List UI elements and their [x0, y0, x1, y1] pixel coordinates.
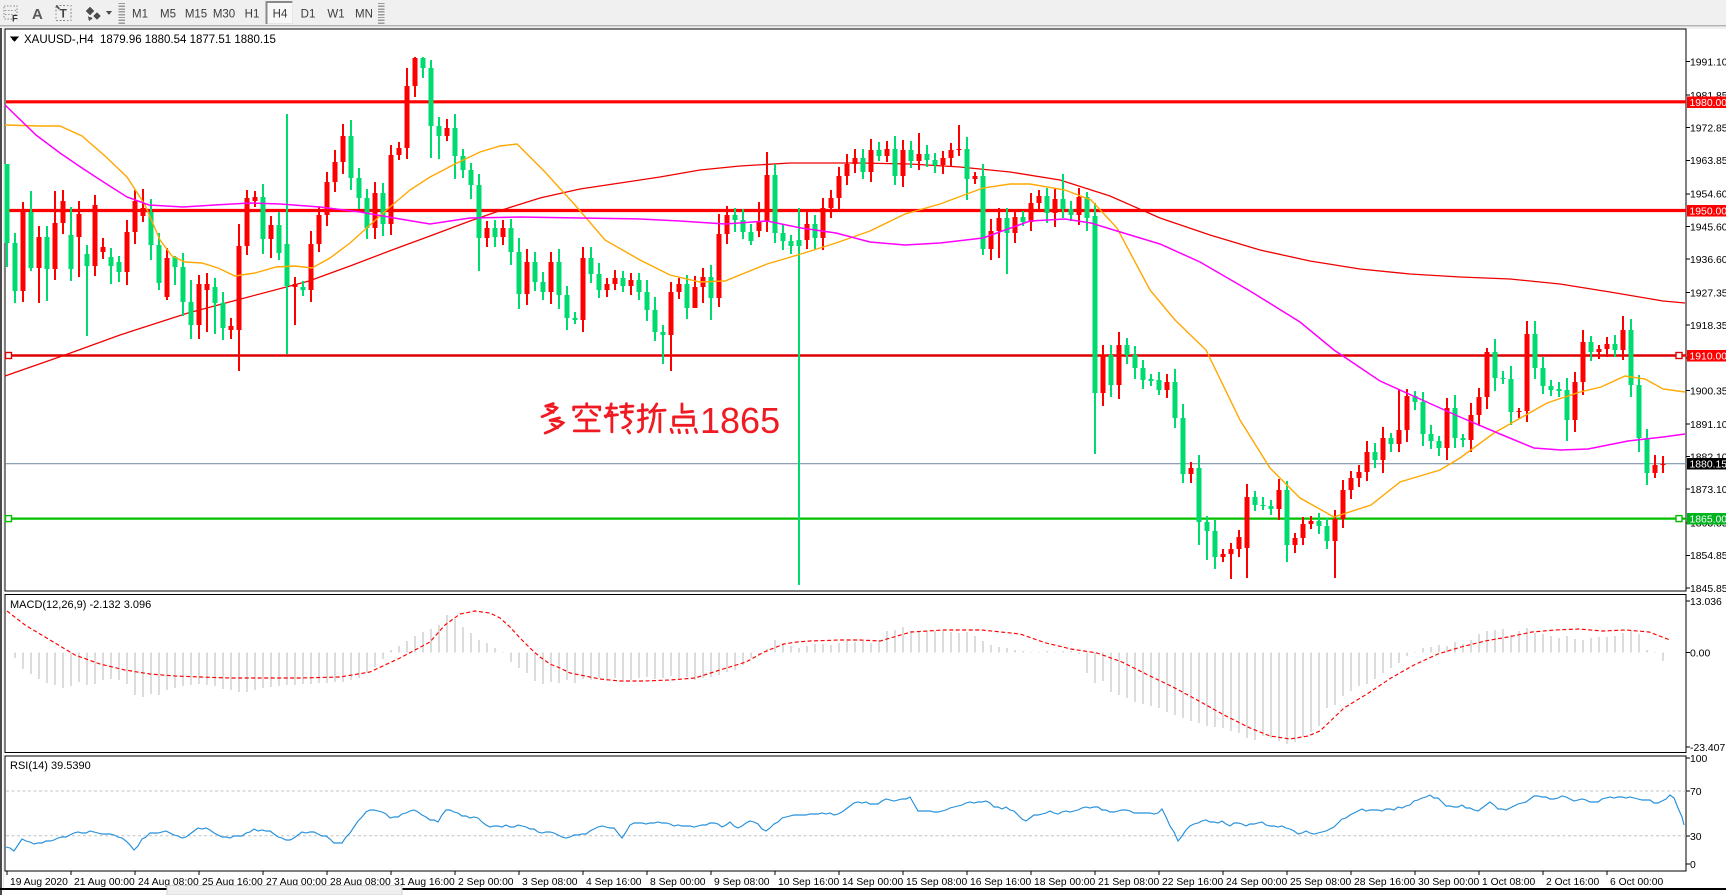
svg-text:1891.10: 1891.10	[1690, 420, 1726, 431]
svg-text:1991.10: 1991.10	[1690, 57, 1726, 68]
svg-text:21 Aug 00:00: 21 Aug 00:00	[74, 877, 135, 888]
svg-text:F: F	[12, 14, 18, 24]
svg-text:M1: M1	[132, 9, 148, 21]
svg-text:9 Sep 08:00: 9 Sep 08:00	[714, 877, 770, 888]
svg-text:D1: D1	[301, 9, 316, 21]
svg-text:30: 30	[1690, 832, 1702, 843]
svg-text:24 Sep 00:00: 24 Sep 00:00	[1226, 877, 1288, 888]
svg-text:16 Sep 16:00: 16 Sep 16:00	[970, 877, 1032, 888]
svg-text:1972.85: 1972.85	[1690, 124, 1726, 135]
svg-text:22 Sep 16:00: 22 Sep 16:00	[1162, 877, 1224, 888]
svg-text:M15: M15	[185, 9, 207, 21]
svg-text:28 Sep 16:00: 28 Sep 16:00	[1354, 877, 1416, 888]
svg-text:13.036: 13.036	[1690, 597, 1722, 608]
svg-text:70: 70	[1690, 787, 1702, 798]
svg-text:4 Sep 16:00: 4 Sep 16:00	[586, 877, 642, 888]
svg-text:19 Aug 2020: 19 Aug 2020	[10, 877, 68, 888]
svg-text:1865: 1865	[700, 400, 780, 441]
svg-text:1900.35: 1900.35	[1690, 386, 1726, 397]
svg-text:27 Aug 00:00: 27 Aug 00:00	[266, 877, 327, 888]
svg-text:XAUUSD-,H4 1879.96 1880.54 18: XAUUSD-,H4 1879.96 1880.54 1877.51 1880.…	[24, 34, 276, 46]
svg-text:H1: H1	[245, 9, 260, 21]
svg-text:T: T	[60, 7, 68, 21]
svg-text:2 Sep 00:00: 2 Sep 00:00	[458, 877, 514, 888]
svg-text:1 Oct 08:00: 1 Oct 08:00	[1482, 877, 1536, 888]
svg-text:A: A	[32, 6, 43, 23]
svg-text:1950.00: 1950.00	[1690, 207, 1726, 218]
svg-text:14 Sep 00:00: 14 Sep 00:00	[842, 877, 904, 888]
svg-text:MN: MN	[355, 9, 373, 21]
svg-text:31 Aug 16:00: 31 Aug 16:00	[394, 877, 455, 888]
svg-text:30 Sep 00:00: 30 Sep 00:00	[1418, 877, 1480, 888]
svg-text:8 Sep 00:00: 8 Sep 00:00	[650, 877, 706, 888]
svg-text:1845.85: 1845.85	[1690, 584, 1726, 595]
svg-text:1980.00: 1980.00	[1690, 98, 1726, 109]
svg-text:10 Sep 16:00: 10 Sep 16:00	[778, 877, 840, 888]
svg-text:H4: H4	[273, 9, 288, 21]
svg-text:1882.10: 1882.10	[1690, 452, 1726, 463]
svg-text:15 Sep 08:00: 15 Sep 08:00	[906, 877, 968, 888]
svg-text:1865.00: 1865.00	[1690, 515, 1726, 526]
svg-text:RSI(14) 39.5390: RSI(14) 39.5390	[10, 760, 91, 772]
svg-text:6 Oct 00:00: 6 Oct 00:00	[1610, 877, 1664, 888]
svg-text:1854.85: 1854.85	[1690, 551, 1726, 562]
svg-text:3 Sep 08:00: 3 Sep 08:00	[522, 877, 578, 888]
svg-text:1963.85: 1963.85	[1690, 156, 1726, 167]
svg-text:1918.35: 1918.35	[1690, 321, 1726, 332]
svg-text:1927.35: 1927.35	[1690, 288, 1726, 299]
svg-text:18 Sep 00:00: 18 Sep 00:00	[1034, 877, 1096, 888]
svg-text:MACD(12,26,9) -2.132 3.096: MACD(12,26,9) -2.132 3.096	[10, 599, 151, 611]
svg-text:1945.60: 1945.60	[1690, 222, 1726, 233]
svg-text:1910.00: 1910.00	[1690, 352, 1726, 363]
svg-text:M5: M5	[160, 9, 176, 21]
svg-text:100: 100	[1690, 754, 1708, 765]
svg-text:24 Aug 08:00: 24 Aug 08:00	[138, 877, 199, 888]
svg-text:2 Oct 16:00: 2 Oct 16:00	[1546, 877, 1600, 888]
svg-text:1936.60: 1936.60	[1690, 255, 1726, 266]
svg-text:28 Aug 08:00: 28 Aug 08:00	[330, 877, 391, 888]
svg-text:21 Sep 08:00: 21 Sep 08:00	[1098, 877, 1160, 888]
svg-text:W1: W1	[327, 9, 344, 21]
svg-text:25 Sep 08:00: 25 Sep 08:00	[1290, 877, 1352, 888]
svg-text:25 Aug 16:00: 25 Aug 16:00	[202, 877, 263, 888]
svg-text:1873.10: 1873.10	[1690, 485, 1726, 496]
svg-text:1880.15: 1880.15	[1690, 460, 1726, 471]
svg-text:0: 0	[1690, 860, 1696, 871]
svg-text:1954.60: 1954.60	[1690, 190, 1726, 201]
svg-text:M30: M30	[213, 9, 235, 21]
svg-text:0.00: 0.00	[1690, 648, 1710, 659]
svg-text:-23.407: -23.407	[1690, 743, 1725, 754]
